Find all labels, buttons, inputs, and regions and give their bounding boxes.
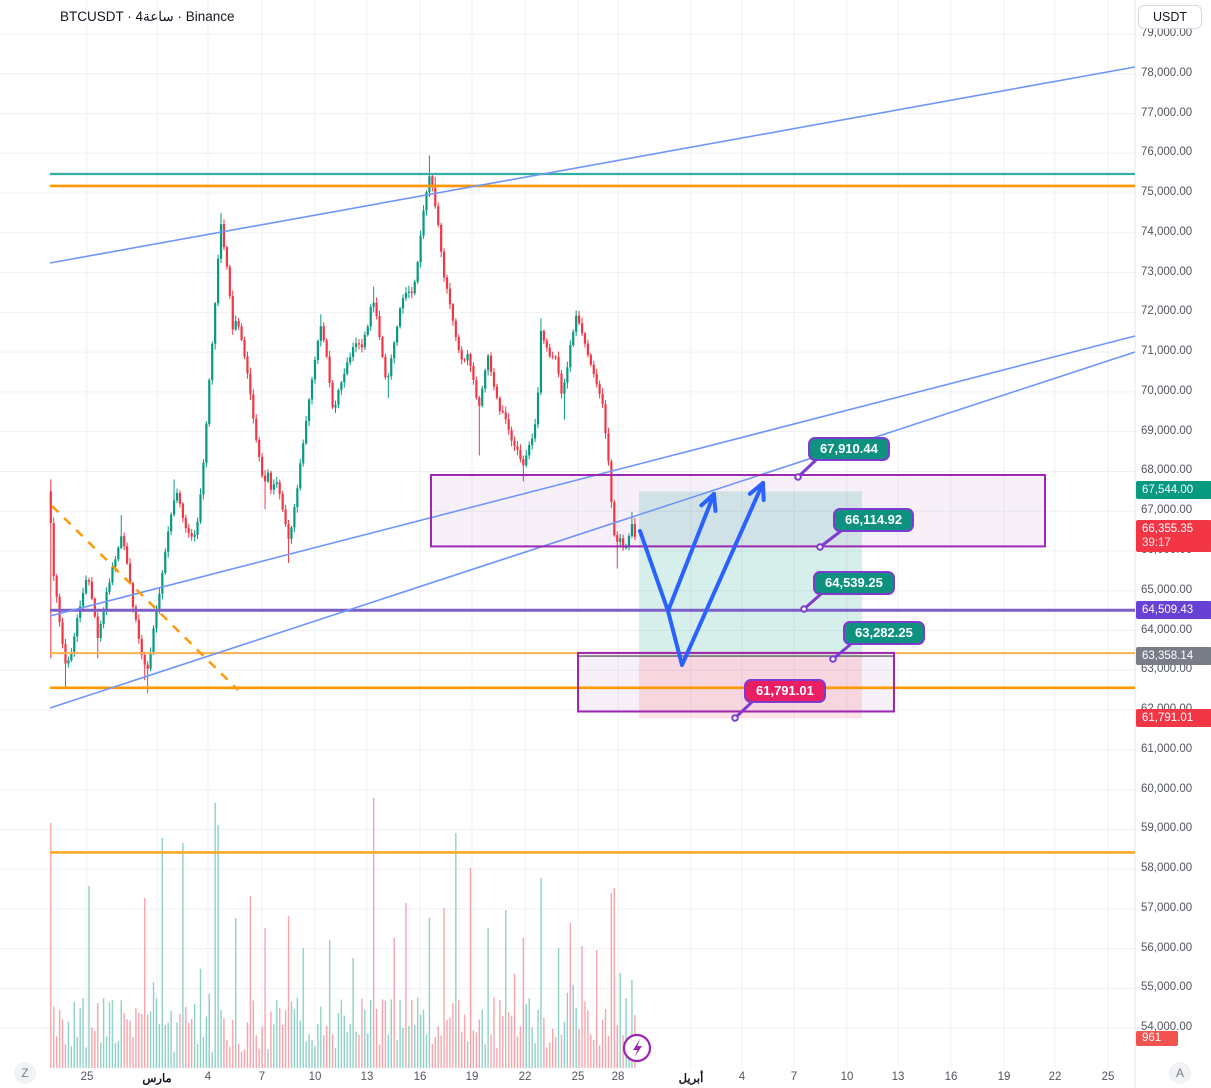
time-axis-label: 13: [891, 1071, 905, 1083]
price-axis-label: 55,000.00: [1141, 981, 1193, 994]
time-axis-label: 28: [611, 1071, 625, 1083]
price-axis-label: 60,000.00: [1141, 782, 1193, 795]
target-price-tag: 67,544.00: [1136, 480, 1211, 499]
time-axis-label: 7: [790, 1071, 798, 1083]
auto-fit-button[interactable]: A: [1169, 1062, 1191, 1084]
ascending-channel-line-lower[interactable]: [49, 351, 1136, 709]
currency-unit-button[interactable]: USDT: [1138, 5, 1202, 29]
price-axis-label: 76,000.00: [1141, 146, 1193, 159]
price-axis-label: 56,000.00: [1141, 941, 1193, 954]
price-axis-label: 73,000.00: [1141, 265, 1193, 278]
price-axis-label: 65,000.00: [1141, 583, 1193, 596]
volume-axis-tag: 961: [1136, 1031, 1178, 1046]
demand-zone-rect-lower[interactable]: [577, 651, 895, 713]
price-axis-label: 74,000.00: [1141, 225, 1193, 238]
time-axis-label: 4: [204, 1071, 212, 1083]
price-axis-label: 58,000.00: [1141, 862, 1193, 875]
price-axis-label: 72,000.00: [1141, 305, 1193, 318]
time-axis-label: 16: [944, 1071, 958, 1083]
last-price-tag: 66,355.35 39:17: [1136, 520, 1211, 553]
purple-level-tag: 64,509.43: [1136, 601, 1211, 620]
trendlines[interactable]: [49, 66, 1136, 709]
grid-lines: [0, 0, 1136, 1088]
timezone-button[interactable]: Z: [14, 1062, 36, 1084]
candlestick-series: [49, 155, 636, 694]
ascending-trendline-upper[interactable]: [49, 66, 1136, 264]
price-axis-label: 78,000.00: [1141, 66, 1193, 79]
callout-tails: [731, 458, 852, 722]
time-axis-label: 25: [571, 1071, 585, 1083]
projection-arrow-2[interactable]: [666, 481, 765, 667]
price-callout-63282[interactable]: 63,282.25: [843, 621, 925, 645]
stop-price-tag: 61,791.01: [1136, 709, 1211, 728]
demand-zone-rect-lower-fill: [578, 652, 894, 712]
price-axis-label: 79,000.00: [1141, 27, 1193, 39]
time-axis-label: 19: [997, 1071, 1011, 1083]
price-axis-label: 54,000.00: [1141, 1021, 1193, 1034]
time-axis-label: 10: [308, 1071, 322, 1083]
price-axis-label: 61,000.00: [1141, 742, 1193, 755]
time-axis-label: 10: [840, 1071, 854, 1083]
price-callout-64539[interactable]: 64,539.25: [813, 571, 895, 595]
time-axis-label: 22: [1048, 1071, 1062, 1083]
zone-borders[interactable]: [430, 474, 1046, 713]
price-axis-label: 70,000.00: [1141, 384, 1193, 397]
time-axis-label: 13: [360, 1071, 374, 1083]
volume-series: [50, 798, 636, 1068]
price-axis-label: 75,000.00: [1141, 186, 1193, 199]
time-axis-label: 25: [80, 1071, 94, 1083]
price-callout-67910[interactable]: 67,910.44: [808, 437, 890, 461]
price-axis-label: 68,000.00: [1141, 464, 1193, 477]
price-axis-label: 77,000.00: [1141, 106, 1193, 119]
projection-arrows[interactable]: [638, 481, 766, 667]
time-axis-label: 19: [465, 1071, 479, 1083]
time-axis-label: 4: [738, 1071, 746, 1083]
time-axis-label: 16: [413, 1071, 427, 1083]
symbol-title: BTCUSDT · 4ساعة · Binance: [60, 9, 235, 24]
price-axis-label: 63,000.00: [1141, 663, 1193, 676]
zone-fills[interactable]: [431, 475, 1045, 719]
price-axis-label: 57,000.00: [1141, 901, 1193, 914]
price-callout-61791[interactable]: 61,791.01: [744, 679, 826, 703]
supply-zone-rect-upper[interactable]: [430, 474, 1046, 548]
time-axis-label: أبريل: [678, 1073, 704, 1085]
time-axis-label: 25: [1101, 1071, 1115, 1083]
time-axis-label: مارس: [142, 1073, 172, 1085]
price-axis-label: 67,000.00: [1141, 504, 1193, 517]
lightning-bolt-icon[interactable]: [622, 1033, 652, 1063]
time-axis-label: 22: [518, 1071, 532, 1083]
entry-price-tag: 63,358.14: [1136, 647, 1211, 666]
price-callout-66114[interactable]: 66,114.92: [833, 508, 915, 532]
time-axis-label: 7: [258, 1071, 266, 1083]
price-axis-label: 71,000.00: [1141, 345, 1193, 358]
price-axis-label: 64,000.00: [1141, 623, 1193, 636]
price-axis-label: 69,000.00: [1141, 424, 1193, 437]
price-axis-label: 59,000.00: [1141, 822, 1193, 835]
